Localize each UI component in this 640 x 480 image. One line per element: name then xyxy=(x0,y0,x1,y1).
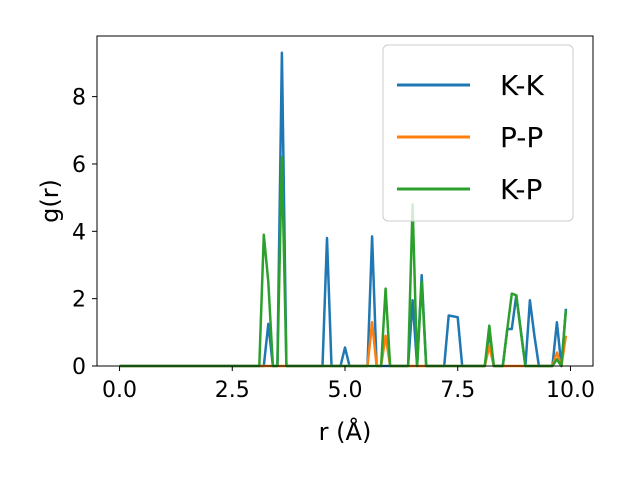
y-tick-label: 6 xyxy=(72,153,86,178)
legend: K-K P-P K-P xyxy=(382,44,574,222)
x-tick-label: 7.5 xyxy=(440,378,475,403)
y-tick-label: 0 xyxy=(72,355,86,380)
x-axis: 0.0 2.5 5.0 7.5 10.0 xyxy=(102,366,595,403)
y-axis-label: g(r) xyxy=(36,179,64,223)
legend-label-k-k: K-K xyxy=(500,69,545,102)
x-tick-label: 10.0 xyxy=(546,378,595,403)
y-tick-label: 4 xyxy=(72,220,86,245)
x-tick-label: 2.5 xyxy=(215,378,250,403)
y-axis: 0 2 4 6 8 xyxy=(72,86,97,380)
x-tick-label: 0.0 xyxy=(102,378,137,403)
y-tick-label: 2 xyxy=(72,288,86,313)
x-tick-label: 5.0 xyxy=(328,378,363,403)
legend-box xyxy=(382,44,574,222)
x-axis-label: r (Å) xyxy=(319,417,372,446)
legend-label-p-p: P-P xyxy=(500,121,543,154)
legend-label-k-p: K-P xyxy=(500,173,542,206)
y-tick-label: 8 xyxy=(72,86,86,111)
